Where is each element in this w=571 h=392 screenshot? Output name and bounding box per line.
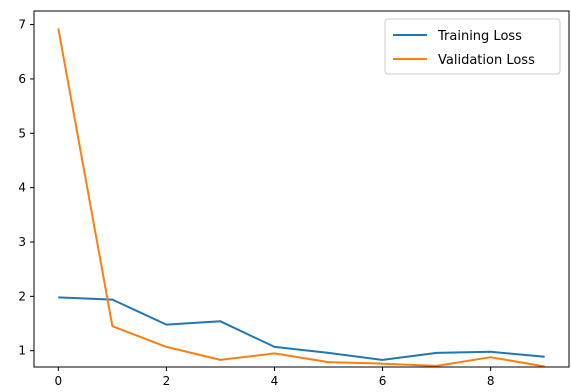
y-tick-label: 1 — [18, 344, 26, 358]
y-tick-label: 4 — [18, 181, 26, 195]
x-tick-label: 2 — [163, 374, 171, 388]
legend: Training Loss Validation Loss — [384, 18, 561, 75]
legend-box — [384, 18, 561, 75]
series-line-training-loss — [58, 296, 545, 361]
series-line-validation-loss — [57, 28, 545, 368]
y-axis-ticks: 1 2 3 4 5 6 7 — [18, 18, 34, 358]
y-tick-label: 6 — [18, 72, 26, 86]
x-tick-label: 6 — [379, 374, 387, 388]
x-axis-ticks: 0 2 4 6 8 — [54, 367, 494, 388]
y-tick-label: 5 — [18, 126, 26, 140]
series-lines — [57, 28, 545, 368]
x-tick-label: 0 — [54, 374, 62, 388]
plot-frame — [33, 10, 570, 368]
x-tick-label: 4 — [271, 374, 279, 388]
y-tick-label: 3 — [18, 235, 26, 249]
legend-label-validation-loss: Validation Loss — [438, 53, 535, 68]
y-tick-label: 7 — [18, 18, 26, 32]
y-tick-label: 2 — [18, 289, 26, 303]
x-tick-label: 8 — [487, 374, 495, 388]
legend-label-training-loss: Training Loss — [437, 29, 522, 44]
